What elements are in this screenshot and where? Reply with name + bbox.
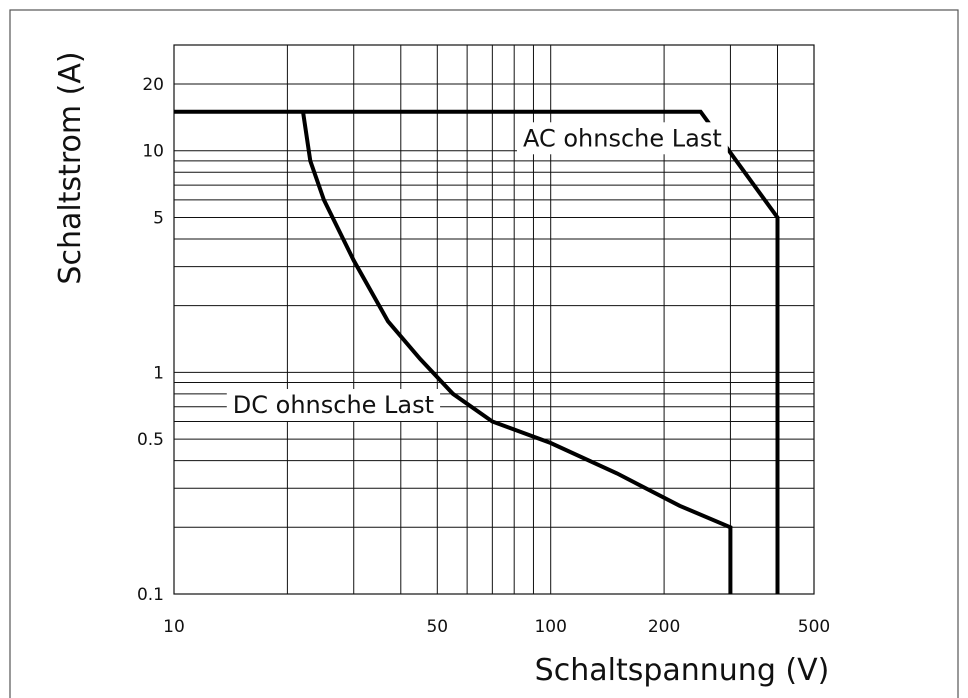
x-tick-label: 200 bbox=[648, 617, 680, 637]
series-line-ac bbox=[174, 109, 780, 594]
x-axis-label: Schaltspannung (V) bbox=[535, 653, 830, 688]
annotation-background bbox=[516, 122, 728, 155]
y-tick-label: 0.1 bbox=[137, 585, 164, 605]
figure-border bbox=[9, 9, 959, 698]
annotation-text: AC ohnsche Last bbox=[523, 124, 722, 152]
x-tick-label: 100 bbox=[534, 617, 566, 637]
series-group bbox=[174, 109, 780, 594]
y-tick-label: 10 bbox=[142, 142, 164, 162]
x-tick-label: 500 bbox=[798, 617, 830, 637]
y-tick-label: 0.5 bbox=[137, 430, 164, 450]
annotation-background bbox=[226, 388, 441, 421]
y-tick-label: 20 bbox=[142, 75, 164, 95]
plot-frame bbox=[173, 44, 815, 595]
annotation-ac: AC ohnsche Last bbox=[516, 122, 728, 155]
x-tick-label: 10 bbox=[163, 617, 185, 637]
annotation-dc: DC ohnsche Last bbox=[226, 388, 441, 421]
y-tick-label: 1 bbox=[153, 363, 164, 383]
tick-labels: 10 50 100 200 500 0.1 0.5 1 5 10 20 bbox=[137, 75, 830, 637]
x-tick-label: 50 bbox=[426, 617, 448, 637]
series-line-dc bbox=[301, 111, 733, 594]
annotations-group: AC ohnsche Last DC ohnsche Last bbox=[226, 122, 728, 421]
y-tick-label: 5 bbox=[153, 208, 164, 228]
annotation-text: DC ohnsche Last bbox=[233, 391, 434, 419]
y-axis-label: Schaltstrom (A) bbox=[53, 51, 88, 284]
